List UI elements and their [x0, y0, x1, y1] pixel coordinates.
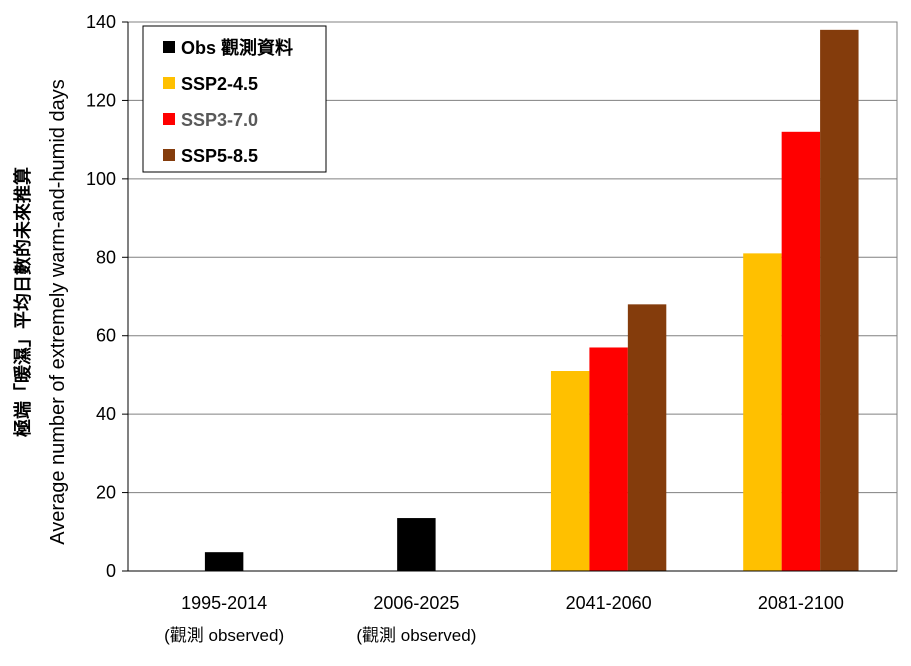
bar-ssp5-8.5-2 [627, 304, 667, 571]
bar-ssp3-7.0-2 [589, 347, 628, 571]
y-axis-label-zh: 極端「暖濕」平均日數的未來推算 [12, 167, 33, 437]
legend: Obs 觀測資料 SSP2-4.5 SSP3-7.0 SSP5-8.5 [142, 25, 327, 173]
legend-label: SSP5-8.5 [181, 146, 258, 166]
bar-ssp5-8.5-3 [820, 29, 859, 572]
y-axis-label-en: Average number of extremely warm-and-hum… [47, 79, 69, 544]
legend-swatch [163, 41, 175, 53]
axes: 0 20 40 60 80 100 120 140 1995-2014 (觀測 observed)… [86, 12, 897, 645]
y-tick-label: 60 [96, 326, 116, 346]
bar-obs-1 [397, 518, 436, 571]
y-tick-label: 100 [86, 169, 116, 189]
legend-swatch [163, 113, 175, 125]
y-tick-label: 40 [96, 404, 116, 424]
legend-swatch [163, 77, 175, 89]
legend-label: SSP3-7.0 [181, 110, 258, 130]
legend-swatch [163, 149, 175, 161]
y-axis-title: 極端「暖濕」平均日數的未來推算 Average number of extrem… [12, 79, 69, 544]
x-tick-label: 2041-2060 [566, 593, 652, 613]
y-tick-label: 20 [96, 483, 116, 503]
y-tick-label: 120 [86, 90, 116, 110]
bar-ssp3-7.0-3 [781, 131, 821, 572]
x-tick-label: 2081-2100 [758, 593, 844, 613]
bar-ssp2-4.5-3 [743, 253, 782, 571]
y-tick-label: 140 [86, 12, 116, 32]
y-tick-label: 0 [106, 561, 116, 581]
bars [204, 29, 859, 572]
bar-obs-0 [204, 552, 244, 571]
y-tick-label: 80 [96, 247, 116, 267]
x-tick-label: 2006-2025 [373, 593, 459, 613]
bar-ssp2-4.5-2 [550, 371, 590, 571]
legend-label: Obs 觀測資料 [181, 37, 293, 58]
legend-label: SSP2-4.5 [181, 74, 258, 94]
x-tick-label: 1995-2014 [181, 593, 267, 613]
x-tick-sublabel: (觀測 observed) [356, 626, 476, 645]
x-tick-sublabel: (觀測 observed) [164, 626, 284, 645]
